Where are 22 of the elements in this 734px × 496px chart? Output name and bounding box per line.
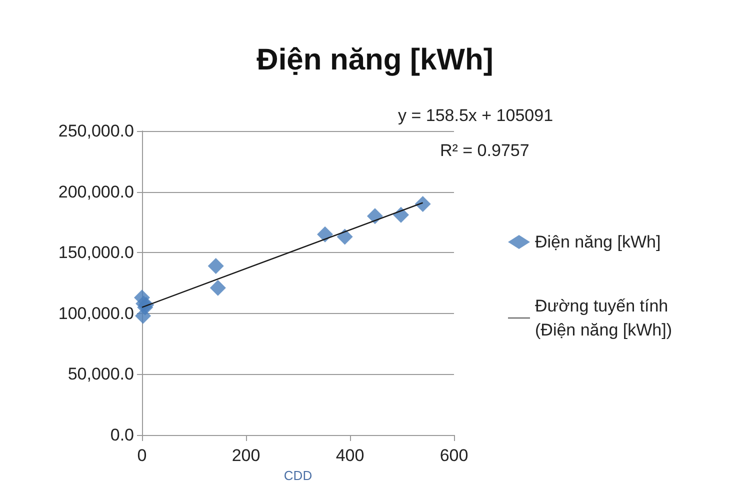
y-tick-label: 150,000.0 [58,243,134,262]
point [366,208,383,224]
x-tick-label: 400 [336,446,364,465]
point [336,228,353,245]
x-axis-title: CDD [284,468,312,483]
legend-label: Điện năng [kWh] [535,232,661,252]
y-tick-label: 100,000.0 [58,304,134,323]
point [317,226,334,242]
x-tick-label: 600 [440,446,468,465]
chart-title: Điện năng [kWh] [256,44,494,76]
y-tick-label: 50,000.0 [68,364,134,384]
point [208,258,224,274]
x-tick-label: 200 [232,446,260,465]
x-tick-label: 0 [137,446,147,465]
point [414,196,431,212]
legend-label: Đường tuyến tính (Điện năng [kWh]) [535,296,673,340]
y-tick-label: 200,000.0 [58,182,134,202]
y-tick-label: 250,000.0 [58,122,134,140]
point [210,280,226,296]
annotation: R² = 0.9757 [440,141,530,160]
y-tick-label: 0.0 [110,426,134,444]
text: y = 158.5x + 105091 [398,106,554,125]
